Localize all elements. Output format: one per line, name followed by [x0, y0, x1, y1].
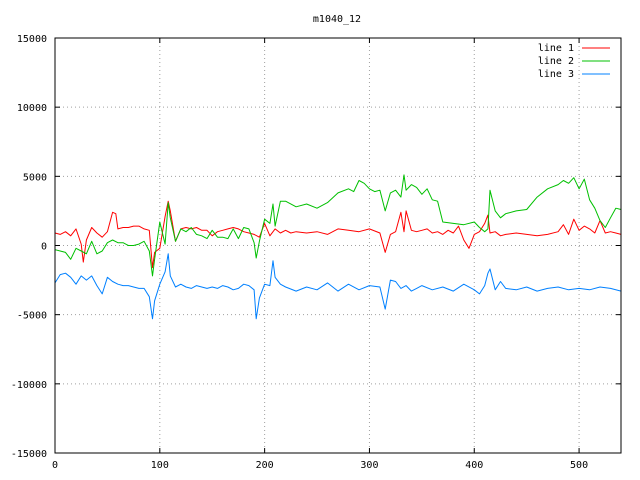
chart-title: m1040_12: [313, 14, 361, 25]
grid-layer: [55, 38, 621, 453]
y-tick-label: -10000: [11, 380, 47, 391]
legend-label-3: line 3: [538, 69, 574, 80]
series-layer: [54, 174, 622, 320]
y-tick-label: -15000: [11, 449, 47, 460]
series-line-1: [54, 200, 622, 269]
y-tick-label: 10000: [17, 103, 47, 114]
tick-layer: 0 100 200 300 400 500 -15000 -10000 -5000 0 5000 10…: [11, 34, 621, 471]
x-tick-label: 0: [52, 460, 58, 471]
y-tick-label: 0: [41, 242, 47, 253]
x-tick-label: 100: [151, 460, 169, 471]
legend: line 1 line 2 line 3: [538, 43, 610, 80]
y-tick-label: -5000: [17, 311, 47, 322]
series-line-2: [54, 174, 622, 277]
plot-border: [54, 37, 622, 454]
x-tick-label: 300: [360, 460, 378, 471]
y-tick-label: 15000: [17, 34, 47, 45]
y-tick-label: 5000: [23, 172, 47, 183]
series-line-3: [54, 253, 622, 320]
x-tick-label: 400: [465, 460, 483, 471]
x-tick-label: 500: [570, 460, 588, 471]
x-tick-label: 200: [256, 460, 274, 471]
legend-label-2: line 2: [538, 56, 574, 67]
legend-label-1: line 1: [538, 43, 574, 54]
